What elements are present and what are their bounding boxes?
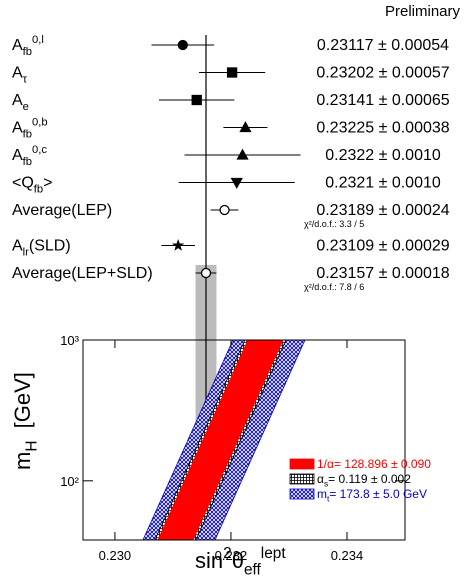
text-part: 0,c [32,144,47,156]
legend-label: αs= 0.119 ± 0.002 [317,472,411,489]
text-part: eff [244,562,262,579]
text-part: e [23,101,29,113]
value-label: 0.23189 ± 0.00024 [316,202,449,219]
y-tick-label: 10³ [60,333,79,348]
marker [177,39,188,51]
value-label: 0.23141 ± 0.00065 [316,92,449,109]
text-part: A [12,92,23,109]
text-part: lr [23,246,29,258]
text-part: H [24,441,41,452]
legend-swatch [289,473,315,485]
row-label: Average(LEP+SLD) [12,265,153,282]
text-part: lept [261,545,287,562]
x-tick-label: 0.232 [215,548,248,563]
text-part: 2 [223,545,232,562]
text-part: (SLD) [29,238,71,255]
text-part: 1/α= 128.896 ± 0.090 [317,457,431,471]
text-part: fb [23,156,32,168]
text-part: Average(LEP+SLD) [12,265,153,282]
band [157,340,284,540]
value-label: 0.23202 ± 0.00057 [316,65,449,82]
value-label: 0.23117 ± 0.00054 [317,37,449,54]
text-part: A [12,65,23,82]
marker [236,148,249,160]
text-part: A [12,120,23,137]
value-label: 0.2322 ± 0.0010 [325,147,441,164]
legend-label: 1/α= 128.896 ± 0.090 [317,457,431,471]
text-part: <Q [12,175,34,192]
y-tick-label: 10² [60,474,79,489]
text-part: τ [23,73,28,85]
plot-area [142,340,306,540]
text-part: A [12,147,23,164]
row-label: Aτ [12,65,28,86]
x-tick-label: 0.230 [99,548,132,563]
text-part: A [12,238,23,255]
marker [191,94,202,106]
marker [226,67,238,78]
value-label: 0.23109 ± 0.00029 [316,238,449,255]
row-label: Alr(SLD) [12,238,71,259]
text-part: m [317,487,327,501]
row-label: Afb0,b [12,116,48,140]
plot-frame [82,339,406,541]
text-part: Average(LEP) [12,202,112,219]
value-label: 0.23225 ± 0.00038 [316,120,449,137]
row-label: Afb0,c [12,144,47,168]
text-part: θ [232,548,244,573]
value-label: 0.2321 ± 0.0010 [325,175,441,192]
legend-swatch [289,488,315,500]
text-part: fb [34,183,43,195]
row-label: Ae [12,92,29,113]
text-part: > [43,175,52,192]
marker [219,204,230,216]
text-part: 0,l [32,34,44,46]
text-part: A [12,37,23,54]
text-part: α [317,472,324,486]
x-tick-label: 0.234 [331,548,364,563]
value-label: 0.23157 ± 0.00018 [316,265,449,282]
row-label: Average(LEP) [12,202,112,219]
text-part: = 0.119 ± 0.002 [328,472,411,486]
marker [239,121,252,133]
annotation: χ²/d.o.f.: 7.8 / 6 [304,282,364,292]
text-part: sin [195,548,223,573]
marker [171,239,185,251]
row-label: <Qfb> [12,175,52,196]
chart-subtitle: Preliminary [385,3,461,20]
text-part: 0,b [32,116,48,128]
text-part: s [324,479,328,489]
text-part: m [10,452,35,470]
y-axis-label: mH [GeV] [10,372,41,470]
text-part: t [327,494,330,504]
legend-label: mt= 173.8 ± 5.0 GeV [317,487,427,504]
text-part: fb [23,46,32,58]
legend-swatch [289,458,315,470]
text-part: fb [23,128,32,140]
text-part: [GeV] [10,372,35,440]
marker [200,267,212,279]
x-axis-label: sin2θefflept [195,545,286,579]
marker [230,177,243,189]
text-part: = 173.8 ± 5.0 GeV [329,487,427,501]
row-label: Afb0,l [12,34,44,58]
annotation: χ²/d.o.f.: 3.3 / 5 [304,219,364,229]
